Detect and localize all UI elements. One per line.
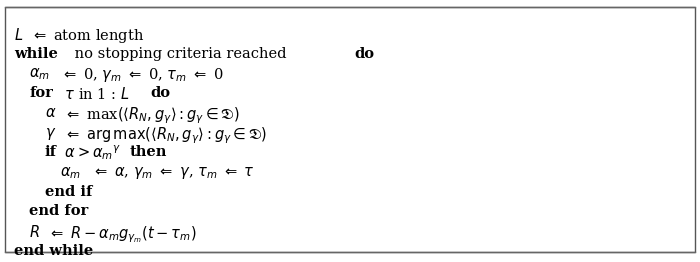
Text: then: then bbox=[130, 145, 167, 159]
Text: $\alpha_m$: $\alpha_m$ bbox=[60, 165, 81, 181]
FancyBboxPatch shape bbox=[5, 7, 695, 252]
Text: while: while bbox=[14, 47, 58, 61]
Text: $\Leftarrow$ $R - \alpha_m g_{\gamma_m}(t - \tau_m)$: $\Leftarrow$ $R - \alpha_m g_{\gamma_m}(… bbox=[43, 224, 197, 245]
Text: $\tau$ in 1 : $L$: $\tau$ in 1 : $L$ bbox=[60, 86, 130, 102]
Text: for: for bbox=[29, 86, 53, 100]
Text: end for: end for bbox=[29, 204, 88, 218]
Text: end while: end while bbox=[14, 244, 93, 258]
Text: if: if bbox=[45, 145, 57, 159]
Text: $\gamma$: $\gamma$ bbox=[45, 125, 56, 141]
Text: $\Leftarrow$ $\alpha$, $\gamma_m$ $\Leftarrow$ $\gamma$, $\tau_m$ $\Leftarrow$ $: $\Leftarrow$ $\alpha$, $\gamma_m$ $\Left… bbox=[87, 165, 255, 181]
Text: $\Leftarrow$ max$(\langle R_N, g_\gamma\rangle : g_\gamma \in \mathfrak{D})$: $\Leftarrow$ max$(\langle R_N, g_\gamma\… bbox=[60, 106, 240, 126]
Text: $\Leftarrow$ atom length: $\Leftarrow$ atom length bbox=[26, 27, 144, 45]
Text: $\alpha_m$: $\alpha_m$ bbox=[29, 66, 50, 82]
Text: $\Leftarrow$ 0, $\gamma_m$ $\Leftarrow$ 0, $\tau_m$ $\Leftarrow$ 0: $\Leftarrow$ 0, $\gamma_m$ $\Leftarrow$ … bbox=[56, 66, 224, 84]
Text: $\alpha > \alpha_m$: $\alpha > \alpha_m$ bbox=[60, 145, 114, 162]
Text: $R$: $R$ bbox=[29, 224, 40, 240]
Text: no stopping criteria reached: no stopping criteria reached bbox=[70, 47, 291, 61]
Text: $\Leftarrow$ $\underset{\gamma}{\arg\max}$$(\langle R_N, g_\gamma\rangle : g_\ga: $\Leftarrow$ $\underset{\gamma}{\arg\max… bbox=[59, 125, 267, 155]
Text: do: do bbox=[354, 47, 374, 61]
Text: $\alpha$: $\alpha$ bbox=[45, 106, 56, 120]
Text: do: do bbox=[150, 86, 171, 100]
Text: end if: end if bbox=[45, 185, 92, 199]
Text: $L$: $L$ bbox=[14, 27, 23, 43]
